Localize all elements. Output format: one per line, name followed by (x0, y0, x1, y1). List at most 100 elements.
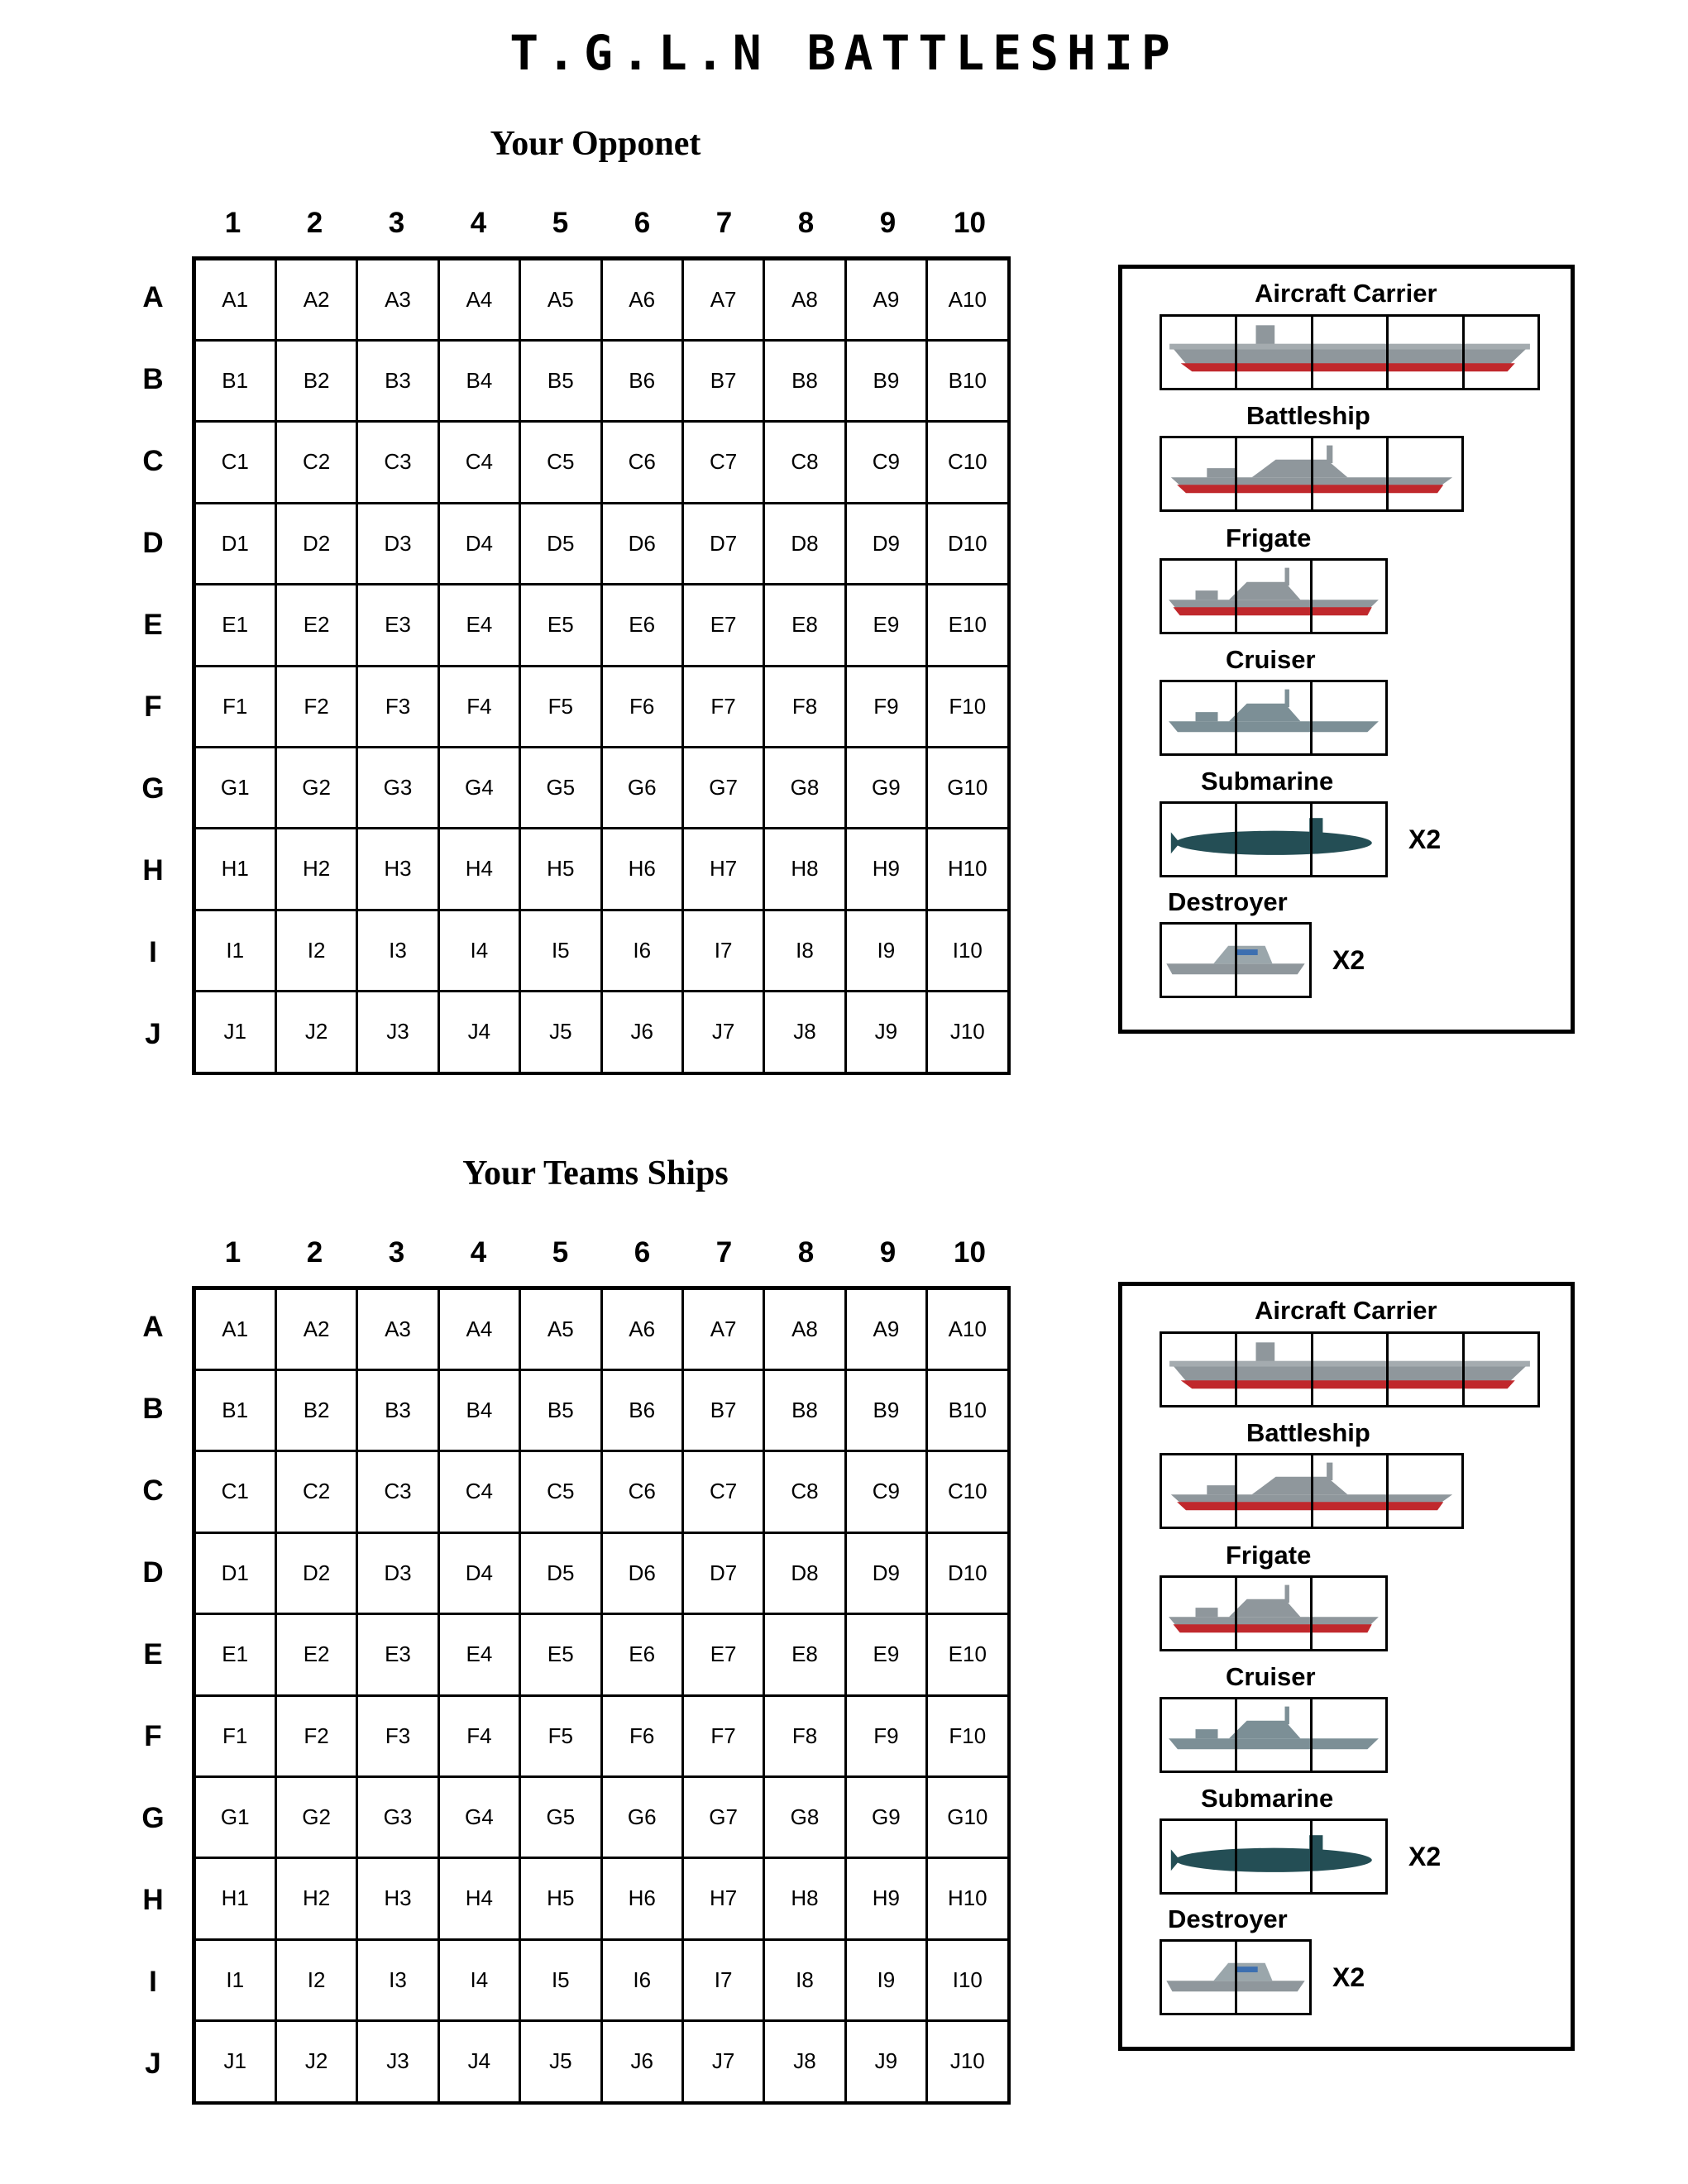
grid-cell[interactable]: I1 (193, 908, 277, 993)
grid-cell[interactable]: I7 (681, 1938, 766, 2023)
grid-cell[interactable]: E6 (600, 1613, 684, 1697)
frigate-piece[interactable] (1160, 558, 1388, 634)
grid-cell[interactable]: D4 (437, 1531, 522, 1616)
grid-cell[interactable]: G4 (437, 745, 522, 830)
grid-cell[interactable]: I4 (437, 908, 522, 993)
grid-cell[interactable]: B8 (763, 1368, 847, 1453)
grid-cell[interactable]: B10 (925, 1368, 1010, 1453)
grid-cell[interactable]: A2 (274, 257, 359, 342)
cruiser-piece[interactable] (1160, 680, 1388, 756)
grid-cell[interactable]: G6 (600, 1775, 684, 1860)
grid-cell[interactable]: A8 (763, 257, 847, 342)
grid-cell[interactable]: A5 (519, 1287, 603, 1371)
grid-cell[interactable]: I8 (763, 908, 847, 993)
grid-cell[interactable]: D5 (519, 501, 603, 586)
grid-cell[interactable]: G3 (356, 745, 440, 830)
grid-cell[interactable]: A1 (193, 257, 277, 342)
grid-cell[interactable]: C9 (844, 1450, 929, 1534)
grid-cell[interactable]: F9 (844, 1694, 929, 1778)
grid-cell[interactable]: I4 (437, 1938, 522, 2023)
grid-cell[interactable]: I2 (274, 908, 359, 993)
grid-cell[interactable]: I2 (274, 1938, 359, 2023)
grid-cell[interactable]: H4 (437, 827, 522, 911)
grid-cell[interactable]: E9 (844, 583, 929, 667)
grid-cell[interactable]: D7 (681, 1531, 766, 1616)
grid-cell[interactable]: H2 (274, 827, 359, 911)
grid-cell[interactable]: A5 (519, 257, 603, 342)
grid-cell[interactable]: H9 (844, 827, 929, 911)
grid-cell[interactable]: F3 (356, 664, 440, 748)
grid-cell[interactable]: B9 (844, 338, 929, 423)
destroyer-piece[interactable] (1160, 1939, 1312, 2015)
grid-cell[interactable]: D6 (600, 1531, 684, 1616)
grid-cell[interactable]: B1 (193, 1368, 277, 1453)
grid-cell[interactable]: B7 (681, 1368, 766, 1453)
grid-cell[interactable]: E10 (925, 583, 1010, 667)
grid-cell[interactable]: F1 (193, 664, 277, 748)
grid-cell[interactable]: E7 (681, 583, 766, 667)
grid-cell[interactable]: G8 (763, 1775, 847, 1860)
grid-cell[interactable]: I3 (356, 908, 440, 993)
grid-cell[interactable]: J9 (844, 990, 929, 1074)
grid-cell[interactable]: E3 (356, 583, 440, 667)
grid-cell[interactable]: D8 (763, 501, 847, 586)
grid-cell[interactable]: C5 (519, 1450, 603, 1534)
grid-cell[interactable]: J4 (437, 990, 522, 1074)
grid-cell[interactable]: H6 (600, 827, 684, 911)
grid-cell[interactable]: B7 (681, 338, 766, 423)
grid-cell[interactable]: G1 (193, 745, 277, 830)
grid-cell[interactable]: H3 (356, 1857, 440, 1941)
grid-cell[interactable]: G2 (274, 745, 359, 830)
grid-cell[interactable]: I8 (763, 1938, 847, 2023)
grid-cell[interactable]: D3 (356, 1531, 440, 1616)
grid-cell[interactable]: A4 (437, 1287, 522, 1371)
grid-cell[interactable]: A4 (437, 257, 522, 342)
grid-cell[interactable]: B5 (519, 338, 603, 423)
grid-cell[interactable]: F8 (763, 1694, 847, 1778)
frigate-piece[interactable] (1160, 1575, 1388, 1651)
grid-cell[interactable]: C10 (925, 420, 1010, 504)
grid-cell[interactable]: B4 (437, 1368, 522, 1453)
destroyer-piece[interactable] (1160, 922, 1312, 998)
grid-cell[interactable]: I6 (600, 908, 684, 993)
grid-cell[interactable]: I7 (681, 908, 766, 993)
grid-cell[interactable]: H10 (925, 827, 1010, 911)
grid-cell[interactable]: I3 (356, 1938, 440, 2023)
grid-cell[interactable]: G7 (681, 745, 766, 830)
grid-cell[interactable]: C3 (356, 420, 440, 504)
grid-cell[interactable]: J3 (356, 990, 440, 1074)
grid-cell[interactable]: F5 (519, 664, 603, 748)
grid-cell[interactable]: A6 (600, 1287, 684, 1371)
grid-cell[interactable]: D10 (925, 1531, 1010, 1616)
grid-cell[interactable]: J6 (600, 2019, 684, 2104)
grid-cell[interactable]: E1 (193, 1613, 277, 1697)
grid-cell[interactable]: E10 (925, 1613, 1010, 1697)
grid-cell[interactable]: B6 (600, 338, 684, 423)
grid-cell[interactable]: D5 (519, 1531, 603, 1616)
grid-cell[interactable]: G10 (925, 1775, 1010, 1860)
grid-cell[interactable]: A9 (844, 257, 929, 342)
grid-cell[interactable]: F2 (274, 664, 359, 748)
grid-cell[interactable]: D1 (193, 1531, 277, 1616)
grid-cell[interactable]: F10 (925, 1694, 1010, 1778)
grid-cell[interactable]: J10 (925, 990, 1010, 1074)
grid-cell[interactable]: E3 (356, 1613, 440, 1697)
grid-cell[interactable]: J7 (681, 2019, 766, 2104)
grid-cell[interactable]: B5 (519, 1368, 603, 1453)
battleship-piece[interactable] (1160, 1453, 1464, 1529)
grid-cell[interactable]: D6 (600, 501, 684, 586)
grid-cell[interactable]: F7 (681, 1694, 766, 1778)
grid-cell[interactable]: I9 (844, 908, 929, 993)
grid-cell[interactable]: J10 (925, 2019, 1010, 2104)
grid-cell[interactable]: E2 (274, 583, 359, 667)
grid-cell[interactable]: A6 (600, 257, 684, 342)
grid-cell[interactable]: E5 (519, 583, 603, 667)
grid-cell[interactable]: C1 (193, 1450, 277, 1534)
grid-cell[interactable]: C9 (844, 420, 929, 504)
grid-cell[interactable]: A3 (356, 1287, 440, 1371)
grid-cell[interactable]: D1 (193, 501, 277, 586)
grid-cell[interactable]: C4 (437, 1450, 522, 1534)
grid-cell[interactable]: G6 (600, 745, 684, 830)
grid-cell[interactable]: G7 (681, 1775, 766, 1860)
grid-cell[interactable]: I10 (925, 1938, 1010, 2023)
